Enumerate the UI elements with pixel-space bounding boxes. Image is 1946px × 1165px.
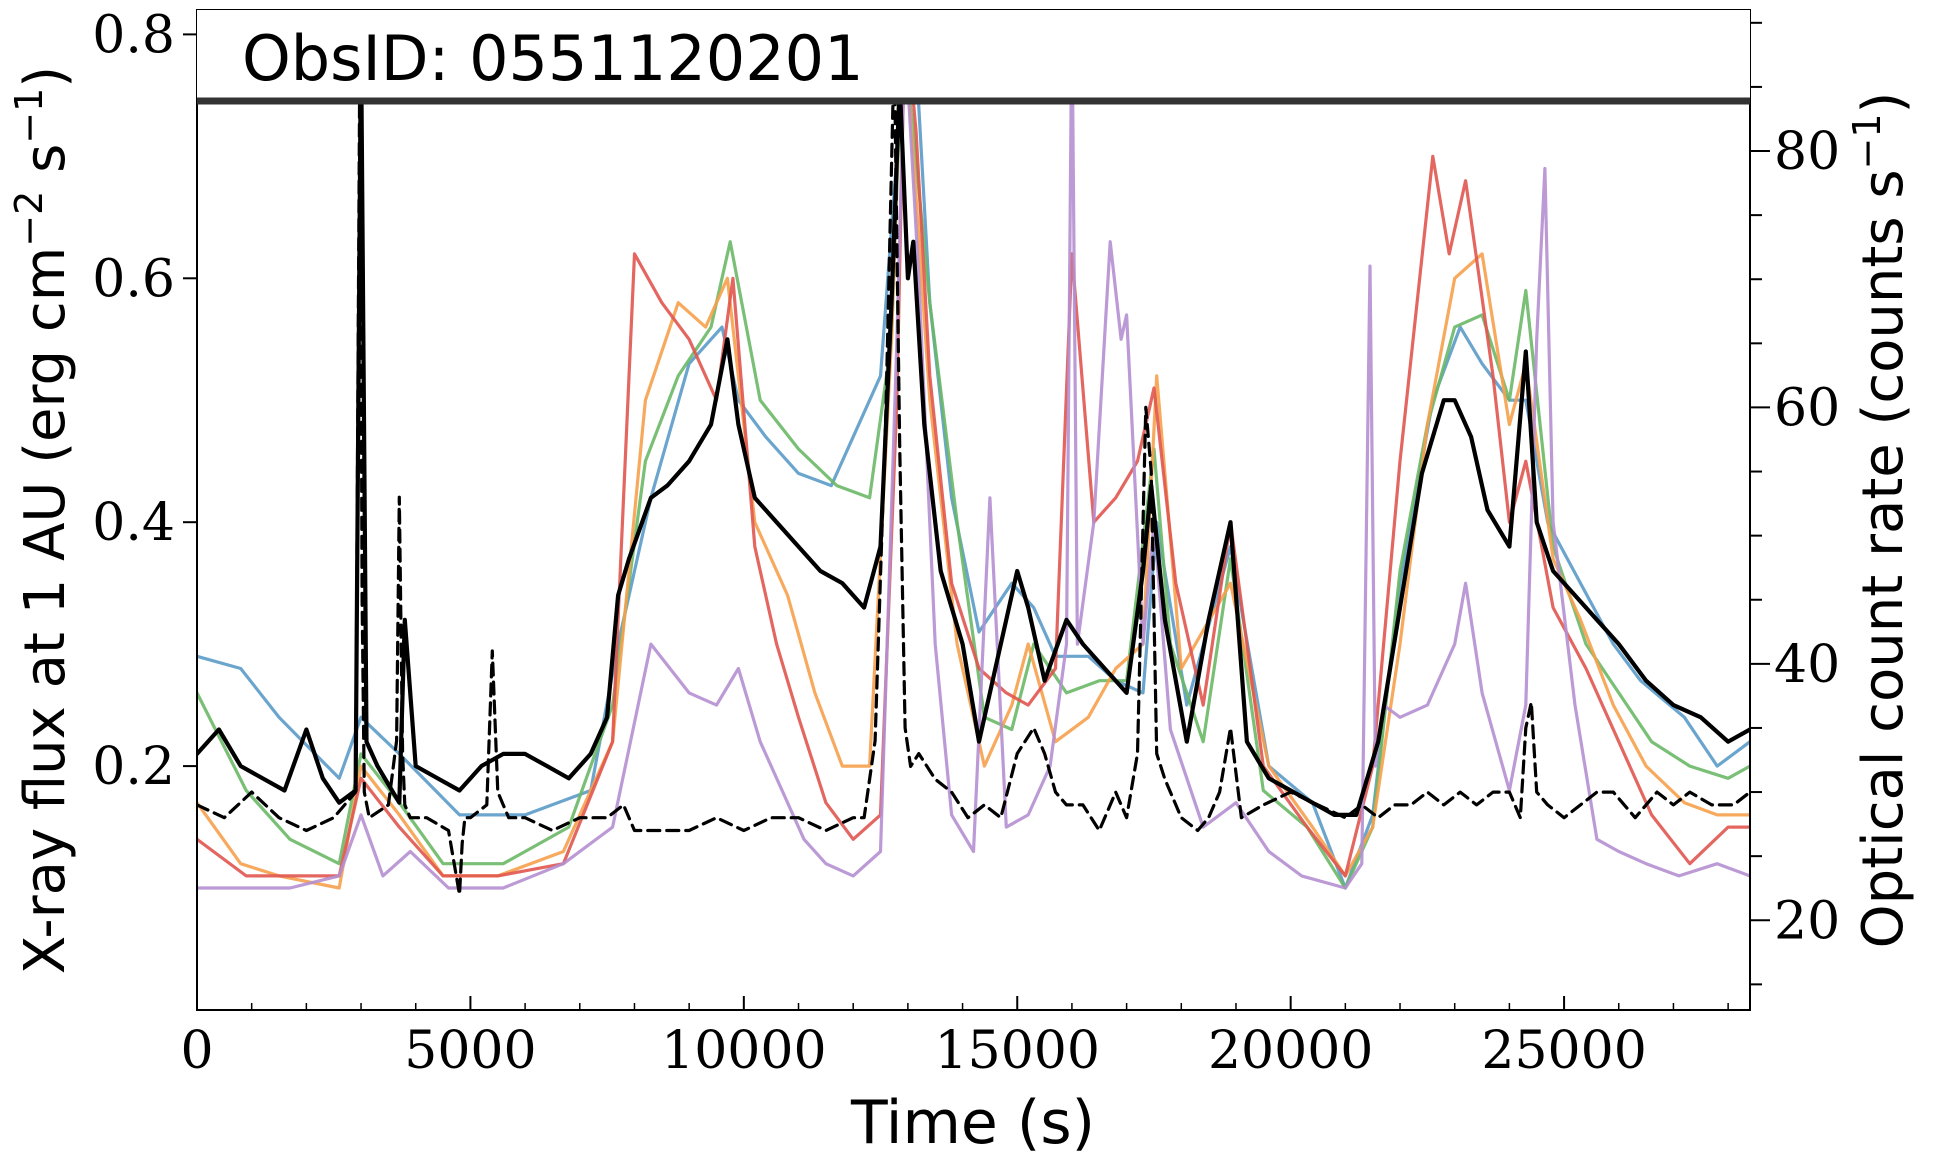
chart-title: ObsID: 0551120201 bbox=[242, 22, 864, 95]
y-right-label-exp: −1 bbox=[1845, 113, 1889, 169]
y-left-tick-label: 0.4 bbox=[92, 493, 175, 553]
series-line-3 bbox=[197, 10, 1750, 890]
title-box-background bbox=[197, 10, 1750, 101]
y-right-tick-label: 60 bbox=[1774, 378, 1840, 438]
y-left-tick-label: 0.2 bbox=[92, 737, 175, 797]
y-left-label-mid: s bbox=[13, 144, 78, 191]
y-left-label-exp1: −2 bbox=[7, 191, 51, 247]
y-left-label-end: ) bbox=[13, 66, 78, 88]
x-tick-label: 5000 bbox=[404, 1021, 536, 1081]
y-left-axis-label: X-ray flux at 1 AU (erg cm−2 s−1) bbox=[7, 66, 78, 974]
y-right-axis-label: Optical count rate (counts s−1) bbox=[1845, 92, 1916, 949]
y-left-axis: 0.2 0.4 0.6 0.8 bbox=[92, 5, 197, 797]
y-right-label-text: Optical count rate (counts s bbox=[1851, 169, 1916, 948]
series-line-6 bbox=[197, 32, 1750, 818]
series-group bbox=[197, 10, 1750, 897]
x-tick-label: 20000 bbox=[1208, 1021, 1373, 1081]
x-axis: 0 5000 10000 15000 20000 25000 bbox=[180, 996, 1729, 1081]
y-right-tick-label: 80 bbox=[1774, 122, 1840, 182]
y-left-label-text: X-ray flux at 1 AU (erg cm bbox=[13, 247, 78, 974]
y-right-tick-label: 40 bbox=[1774, 635, 1840, 695]
y-right-axis: 20 40 60 80 bbox=[1750, 21, 1840, 986]
x-tick-label: 0 bbox=[180, 1021, 213, 1081]
y-left-tick-label: 0.6 bbox=[92, 249, 175, 309]
series-line-4 bbox=[197, 10, 1750, 878]
title-box: ObsID: 0551120201 bbox=[197, 10, 1750, 105]
x-tick-label: 10000 bbox=[661, 1021, 826, 1081]
x-axis-label: Time (s) bbox=[850, 1088, 1095, 1158]
plot-area bbox=[196, 9, 1751, 1011]
series-line-7 bbox=[197, 21, 1750, 897]
y-right-tick-label: 20 bbox=[1774, 891, 1840, 951]
y-left-label-exp2: −1 bbox=[7, 88, 51, 144]
y-right-label-end: ) bbox=[1851, 92, 1916, 114]
x-tick-label: 15000 bbox=[935, 1021, 1100, 1081]
y-left-tick-label: 0.8 bbox=[92, 5, 175, 65]
series-line-2 bbox=[197, 32, 1750, 890]
x-tick-label: 25000 bbox=[1481, 1021, 1646, 1081]
